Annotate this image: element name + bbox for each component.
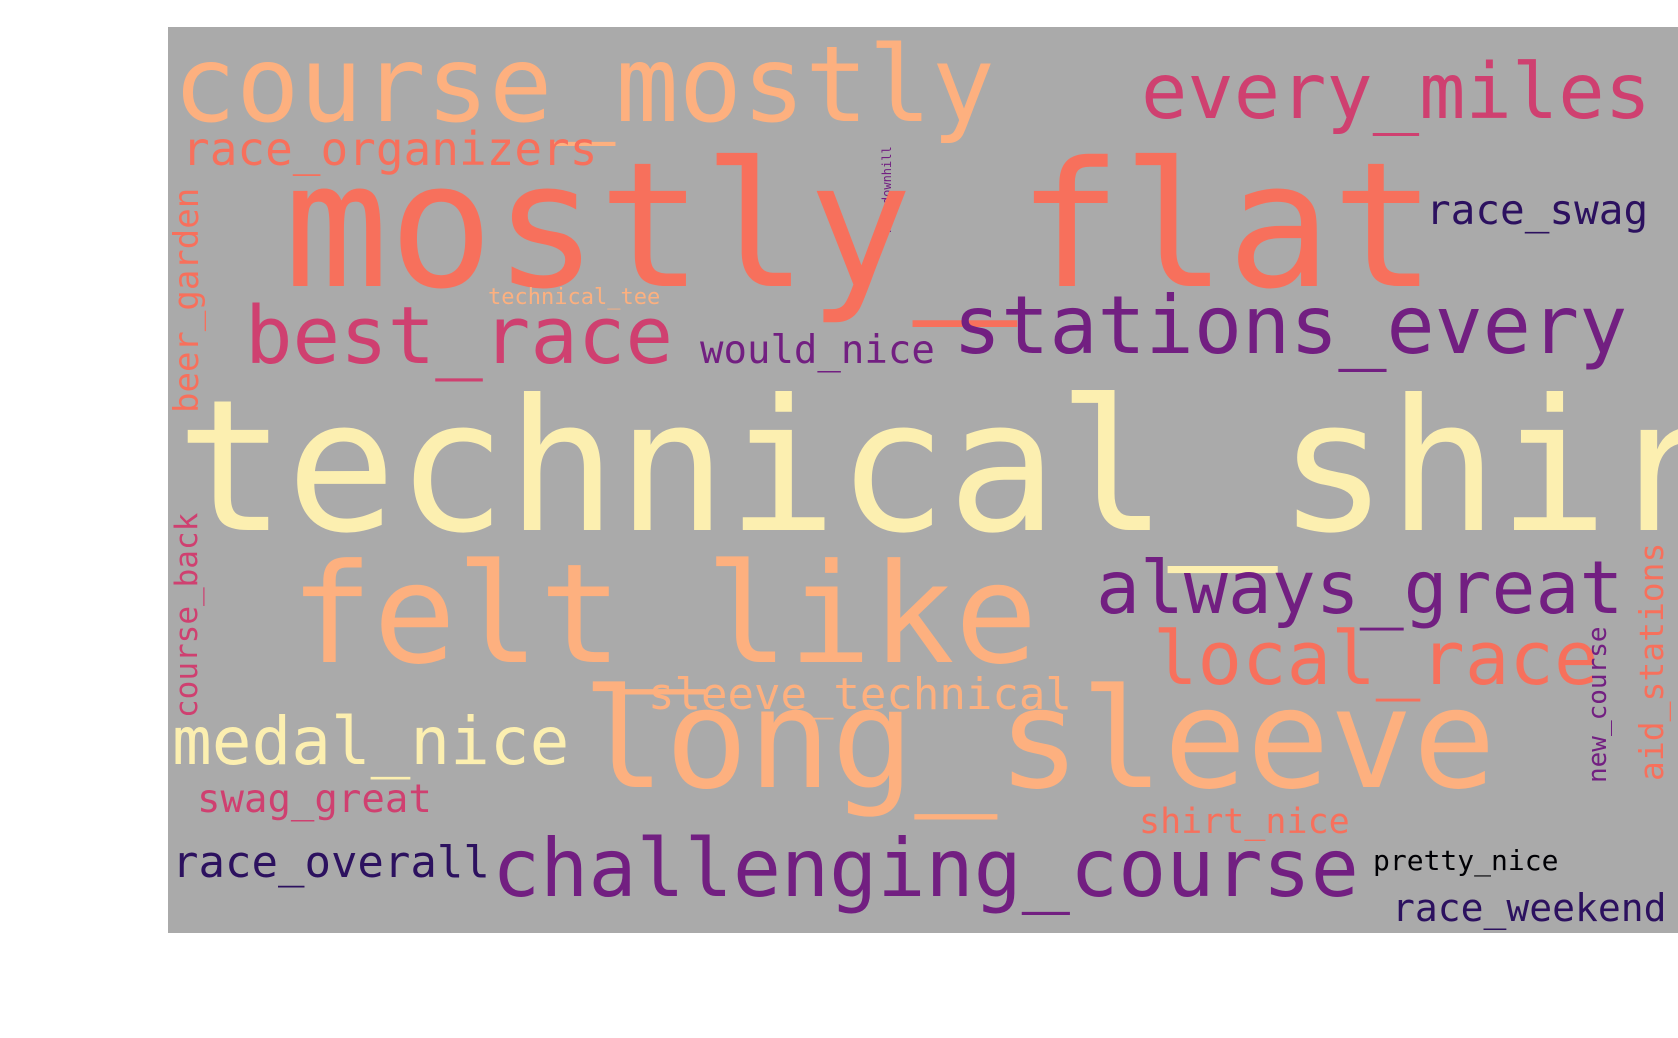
word-mostly-flat: mostly_flat (284, 125, 1437, 328)
word-cloud-canvas: course_mostly every_miles race_organizer… (168, 27, 1678, 933)
word-course-mostly: course_mostly (173, 27, 995, 146)
word-technical-shirt: technical_shirt (176, 361, 1678, 574)
word-every-miles: every_miles (1141, 48, 1651, 137)
word-technical-tee: technical_tee (488, 285, 661, 310)
word-would-nice: would_nice (700, 328, 935, 373)
word-aid-stations: aid_stations (1632, 542, 1671, 781)
word-felt-like: felt_like (290, 534, 1038, 695)
word-swag-great: swag_great (197, 777, 432, 822)
word-new-course: new_course (1583, 626, 1613, 783)
word-medal-nice: medal_nice (172, 703, 570, 780)
word-challenging-course: challenging_course (492, 822, 1359, 915)
word-race-overall: race_overall (172, 837, 490, 888)
word-race-organizers: race_organizers (182, 122, 598, 176)
word-course-back: course_back (169, 512, 205, 718)
word-shirt-nice: shirt_nice (1139, 802, 1350, 842)
word-race-weekend: race_weekend (1392, 886, 1667, 930)
word-pretty-nice: pretty_nice (1373, 844, 1559, 877)
word-best-race: best_race (245, 290, 674, 382)
word-long-sleeve: long_sleeve (582, 659, 1496, 820)
word-always-great: always_great (1096, 546, 1624, 631)
word-race-swag: race_swag (1426, 186, 1649, 234)
word-sleeve-technical: sleeve_technical (648, 669, 1072, 720)
word-stations-every: stations_every (953, 279, 1628, 372)
word-local-race: local_race (1153, 616, 1599, 702)
